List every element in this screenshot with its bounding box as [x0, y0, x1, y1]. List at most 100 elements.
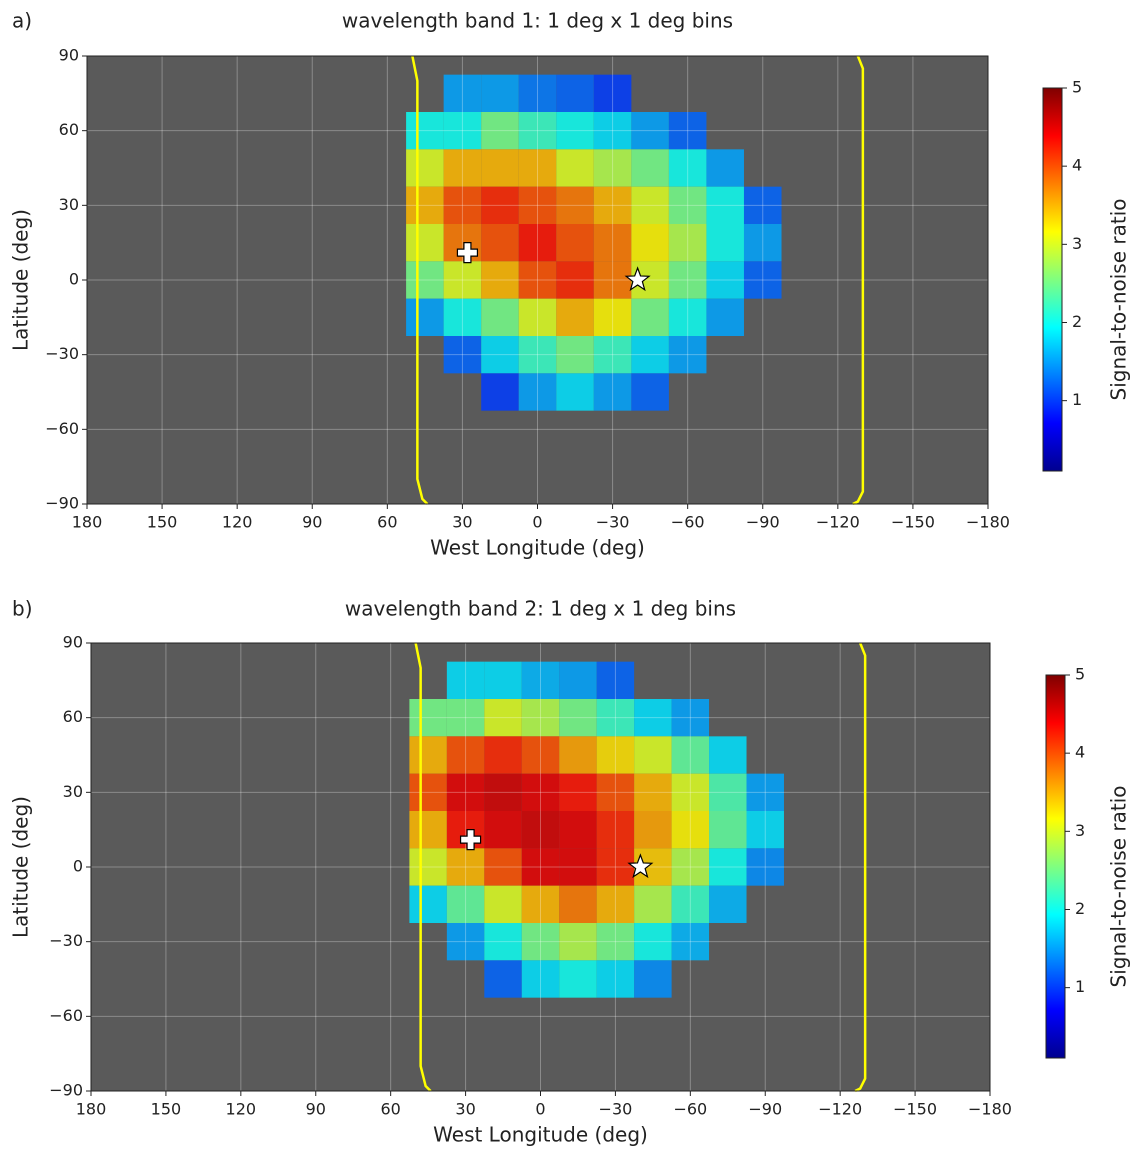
heatmap-cell: [671, 736, 710, 774]
x-axis-label: West Longitude (deg): [433, 1123, 648, 1147]
heatmap-cell: [446, 736, 485, 774]
x-tick-label: 0: [535, 1100, 545, 1119]
y-tick-label: −60: [45, 419, 79, 438]
x-tick-label: −30: [596, 513, 630, 532]
heatmap-cell: [443, 74, 482, 112]
heatmap-cell: [668, 112, 707, 150]
heatmap-cell: [556, 112, 594, 150]
heatmap-cell: [634, 960, 672, 998]
heatmap-cell: [484, 699, 522, 737]
x-tick-label: −60: [671, 513, 705, 532]
chart-title: wavelength band 1: 1 deg x 1 deg bins: [342, 9, 733, 33]
colorbar-tick-label: 2: [1075, 899, 1085, 918]
axes-frame: [90, 642, 991, 1092]
heatmap-cell: [671, 773, 710, 811]
heatmap-cell: [446, 773, 485, 811]
heatmap-cell: [631, 186, 669, 224]
y-tick-label: 60: [63, 707, 83, 726]
heatmap-cell: [746, 848, 784, 886]
heatmap-cell: [668, 336, 707, 374]
x-tick-label: −120: [818, 1100, 862, 1119]
heatmap-cell: [446, 923, 485, 961]
heatmap-cell: [668, 261, 707, 299]
heatmap-cell: [743, 186, 782, 224]
heatmap-cell: [596, 848, 635, 886]
y-axis-label: Latitude (deg): [9, 209, 33, 351]
heatmap-cell: [631, 298, 669, 336]
heatmap-cell: [743, 261, 782, 299]
heatmap-cell: [634, 811, 672, 849]
heatmap-cell: [521, 960, 560, 998]
heatmap-cell: [559, 736, 597, 774]
heatmap-cell: [406, 149, 444, 187]
x-tick-label: 180: [76, 1100, 107, 1119]
x-tick-label: 150: [147, 513, 178, 532]
heatmap-cell: [521, 699, 560, 737]
heatmap-cell: [481, 74, 519, 112]
heatmap-cell: [406, 224, 444, 262]
heatmap-cell: [409, 773, 447, 811]
terminator-line: [411, 55, 429, 505]
heatmap-cell: [518, 186, 557, 224]
heatmap-cell: [671, 811, 710, 849]
heatmap-cell: [671, 885, 710, 923]
heatmap-cell: [446, 885, 485, 923]
heatmap-cell: [709, 736, 747, 774]
heatmap-cell: [559, 773, 597, 811]
heatmap-cell: [631, 373, 669, 411]
y-tick-label: −90: [45, 494, 79, 513]
heatmap-cell: [631, 224, 669, 262]
heatmap-cell: [556, 298, 594, 336]
x-tick-label: −120: [816, 513, 860, 532]
y-tick-label: 30: [59, 195, 79, 214]
heatmap-cell: [443, 336, 482, 374]
heatmap-cell: [593, 336, 632, 374]
y-axis-label: Latitude (deg): [9, 796, 33, 938]
heatmap-cell: [668, 298, 707, 336]
heatmap-cell: [443, 112, 482, 150]
chart-title: wavelength band 2: 1 deg x 1 deg bins: [345, 597, 736, 621]
heatmap-cell: [593, 373, 632, 411]
x-tick-label: 150: [151, 1100, 182, 1119]
heatmap-cell: [706, 149, 744, 187]
heatmap-cell: [556, 186, 594, 224]
heatmap-cell: [518, 74, 557, 112]
colorbar-tick-label: 5: [1072, 78, 1082, 97]
y-tick-label: −90: [49, 1081, 83, 1100]
x-tick-label: −90: [746, 513, 780, 532]
heatmap-cell: [634, 885, 672, 923]
marker-star: [624, 266, 651, 292]
heatmap-cell: [518, 261, 557, 299]
heatmap-cell: [596, 923, 635, 961]
axes-frame: [86, 55, 989, 505]
heatmap-cell: [484, 773, 522, 811]
heatmap-cell: [559, 811, 597, 849]
heatmap-cell: [631, 149, 669, 187]
heatmap-cell: [596, 699, 635, 737]
x-tick-label: −180: [966, 513, 1010, 532]
heatmap-cell: [709, 773, 747, 811]
heatmap-cell: [634, 923, 672, 961]
heatmap-cell: [706, 298, 744, 336]
heatmap-cell: [709, 848, 747, 886]
heatmap-cell: [518, 149, 557, 187]
heatmap-cell: [409, 736, 447, 774]
heatmap-cell: [443, 186, 482, 224]
heatmap-cell: [709, 811, 747, 849]
heatmap-cell: [481, 336, 519, 374]
marker-plus: [456, 242, 479, 264]
x-axis-label: West Longitude (deg): [430, 536, 645, 560]
heatmap-cell: [556, 74, 594, 112]
heatmap-cell: [671, 923, 710, 961]
heatmap-cell: [559, 923, 597, 961]
heatmap-cell: [706, 261, 744, 299]
x-tick-label: 30: [452, 513, 472, 532]
heatmap-cell: [596, 811, 635, 849]
heatmap-cell: [631, 112, 669, 150]
heatmap-cell: [484, 661, 522, 699]
y-tick-label: 90: [63, 633, 83, 652]
heatmap-cell: [484, 885, 522, 923]
heatmap-cell: [484, 736, 522, 774]
heatmap-cell: [521, 773, 560, 811]
heatmap-cell: [481, 373, 519, 411]
